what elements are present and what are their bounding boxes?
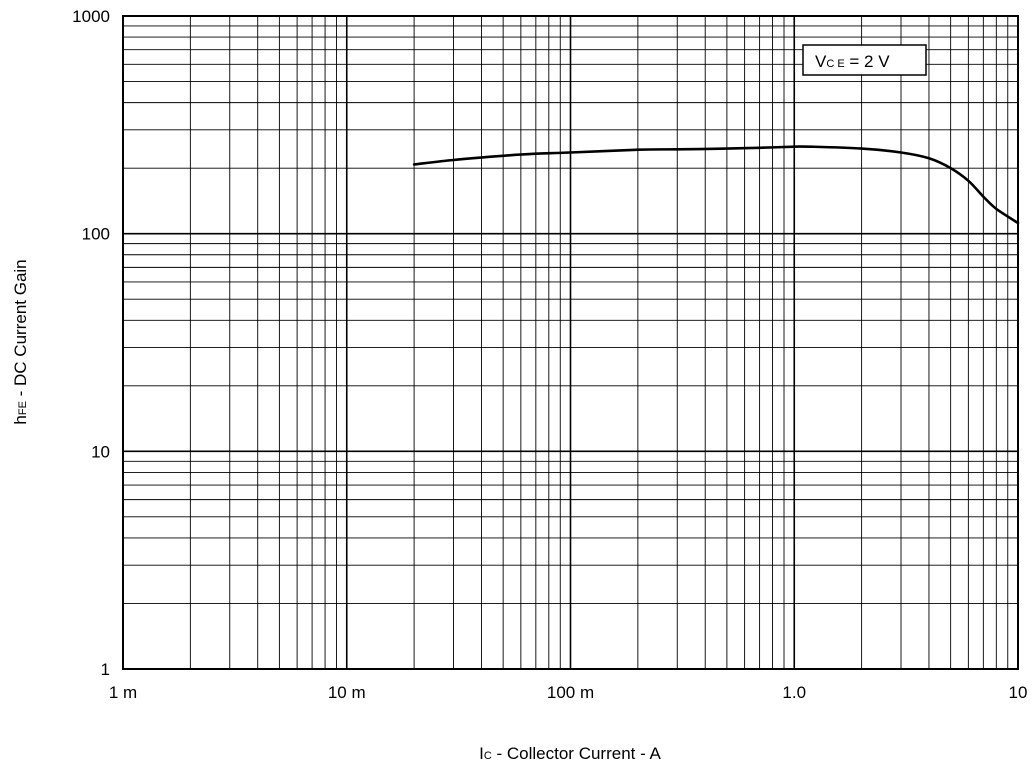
y-axis-title-rest: - DC Current Gain <box>11 259 30 401</box>
series-layer <box>412 145 1020 225</box>
x-tick-label: 1.0 <box>782 683 806 702</box>
hfe-curve <box>412 145 1020 225</box>
y-axis-title: hFE - DC Current Gain <box>11 259 30 424</box>
x-axis-title-sub: C <box>484 750 492 762</box>
y-tick-label: 1 <box>101 660 110 679</box>
y-tick-labels: 1 10 100 1000 <box>72 7 110 679</box>
vce-rest: = 2 V <box>845 52 891 71</box>
y-tick-label: 10 <box>91 442 110 461</box>
plot-frame <box>122 15 1019 670</box>
y-tick-label: 1000 <box>72 7 110 26</box>
y-axis-title-main: h <box>11 415 30 424</box>
major-gridlines <box>122 16 1018 670</box>
vce-main: V <box>815 52 827 71</box>
x-tick-label: 100 m <box>547 683 594 702</box>
x-axis-title-main: I <box>479 744 484 763</box>
x-tick-labels: 1 m 10 m 100 m 1.0 10 <box>109 683 1028 702</box>
vce-sub: C E <box>826 58 844 70</box>
vce-annotation-text: VC E = 2 V <box>815 52 890 71</box>
x-axis-title: IC - Collector Current - A <box>479 744 661 763</box>
x-tick-label: 10 m <box>328 683 366 702</box>
vce-annotation-box <box>802 44 927 76</box>
x-tick-label: 10 <box>1009 683 1028 702</box>
y-tick-label: 100 <box>82 225 110 244</box>
y-axis-title-sub: FE <box>17 401 29 415</box>
vce-annotation: VC E = 2 V <box>802 44 927 76</box>
x-axis-title-rest: - Collector Current - A <box>492 744 662 763</box>
x-tick-label: 1 m <box>109 683 137 702</box>
